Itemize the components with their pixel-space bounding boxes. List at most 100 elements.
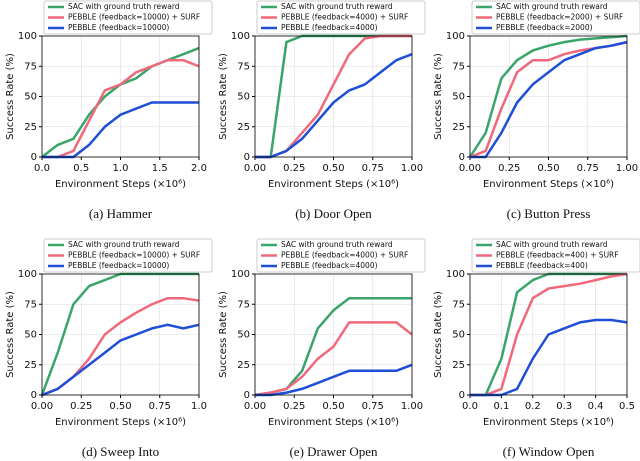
legend-label: PEBBLE (feedback=4000) + SURF — [281, 13, 408, 22]
y-tick-label: 50 — [452, 330, 465, 341]
x-axis-label: Environment Steps (×10⁶) — [268, 179, 399, 190]
x-tick-label: 2.0 — [191, 163, 207, 174]
series-line — [255, 53, 413, 159]
y-tick-label: 50 — [237, 330, 250, 341]
x-tick-label: 1.5 — [152, 163, 168, 174]
x-tick-label: 0.50 — [322, 401, 344, 412]
series-line — [470, 272, 628, 397]
y-tick-label: 100 — [231, 31, 250, 42]
axes-frame — [254, 273, 413, 396]
y-tick-label: 100 — [18, 269, 37, 280]
y-tick-label: 50 — [452, 92, 465, 103]
y-tick-label: 100 — [446, 269, 465, 280]
x-tick-label: 0.50 — [322, 163, 344, 174]
legend-label: PEBBLE (feedback=10000) — [68, 261, 169, 270]
x-tick-label: 0.75 — [577, 163, 599, 174]
x-tick-label: 0.75 — [149, 401, 171, 412]
y-tick-label: 75 — [452, 61, 465, 72]
x-tick-label: 0.5 — [73, 163, 89, 174]
caption: (a) Hammer — [89, 206, 153, 221]
y-tick-label: 25 — [237, 360, 250, 371]
y-tick-label: 25 — [24, 122, 37, 133]
panel: 0 25 50 75 100 0.00 0.25 0.50 0.75 1.00Environmen… — [433, 0, 640, 221]
x-axis-label: Environment Steps (×10⁶) — [55, 417, 186, 428]
x-axis-label: Environment Steps (×10⁶) — [483, 179, 614, 190]
x-tick-label: 0.25 — [283, 163, 305, 174]
x-tick-label: 0.00 — [244, 163, 266, 174]
y-axis-label: Success Rate (%) — [5, 53, 16, 140]
legend-label: SAC with ground truth reward — [68, 240, 180, 249]
legend-box — [471, 0, 640, 35]
y-tick-label: 100 — [446, 31, 465, 42]
y-tick-label: 100 — [18, 31, 37, 42]
x-tick-label: 1.00 — [401, 401, 423, 412]
legend-label: PEBBLE (feedback=2000) — [496, 23, 593, 32]
series-line — [41, 323, 200, 397]
y-tick-label: 75 — [452, 299, 465, 310]
caption: (c) Button Press — [507, 206, 591, 221]
x-tick-label: 0.1 — [493, 401, 509, 412]
legend-box — [256, 0, 426, 35]
series-line — [254, 321, 413, 397]
panel: 0 25 50 75 100 0.0 0.5 1.0 1.5 2.0 Environment Ste… — [5, 0, 213, 221]
axes-frame — [41, 35, 200, 158]
x-axis-label: Environment Steps (×10⁶) — [483, 417, 614, 428]
x-tick-label: 0.75 — [362, 401, 384, 412]
axes-frame — [469, 273, 628, 396]
y-tick-label: 25 — [237, 122, 250, 133]
y-tick-label: 75 — [237, 61, 250, 72]
y-tick-label: 50 — [24, 92, 37, 103]
legend-box — [471, 238, 640, 273]
legend-box — [43, 0, 213, 35]
x-tick-label: 0.50 — [109, 401, 131, 412]
legend-label: PEBBLE (feedback=4000) — [281, 23, 378, 32]
caption: (e) Drawer Open — [289, 444, 378, 459]
x-tick-label: 0.25 — [70, 401, 92, 412]
x-tick-label: 0.4 — [588, 401, 604, 412]
y-axis-label: Success Rate (%) — [218, 53, 229, 140]
x-tick-label: 0.75 — [362, 163, 384, 174]
x-axis-label: Environment Steps (×10⁶) — [55, 179, 186, 190]
x-tick-label: 1.0 — [191, 401, 207, 412]
y-axis-label: Success Rate (%) — [433, 53, 444, 140]
y-tick-label: 0 — [244, 152, 250, 163]
x-tick-label: 0.5 — [619, 401, 635, 412]
panel: 0 25 50 75 100 0.0 0.1 0.2 0.3 0.4 0.5 Environment … — [433, 238, 640, 459]
axes-frame — [469, 35, 628, 158]
legend-box — [43, 238, 213, 273]
legend-label: PEBBLE (feedback=2000) + SURF — [496, 13, 623, 22]
axes-frame — [254, 35, 413, 158]
y-tick-label: 0 — [459, 152, 465, 163]
legend-label: PEBBLE (feedback=400) + SURF — [496, 251, 619, 260]
series-line — [42, 58, 200, 159]
legend-box — [256, 238, 426, 273]
x-tick-label: 0.25 — [498, 163, 520, 174]
caption: (f) Window Open — [503, 444, 595, 459]
y-tick-label: 50 — [237, 92, 250, 103]
y-tick-label: 25 — [452, 360, 465, 371]
legend-label: PEBBLE (feedback=4000) — [281, 261, 378, 270]
y-tick-label: 0 — [31, 390, 37, 401]
y-tick-label: 25 — [24, 360, 37, 371]
caption: (b) Door Open — [295, 206, 372, 221]
x-tick-label: 0.00 — [31, 401, 53, 412]
y-tick-label: 75 — [237, 299, 250, 310]
y-axis-label: Success Rate (%) — [5, 291, 16, 378]
x-tick-label: 0.00 — [459, 163, 481, 174]
series-line — [470, 40, 628, 159]
y-axis-label: Success Rate (%) — [218, 291, 229, 378]
x-tick-label: 1.00 — [616, 163, 638, 174]
x-tick-label: 0.00 — [244, 401, 266, 412]
y-tick-label: 0 — [244, 390, 250, 401]
legend-label: SAC with ground truth reward — [496, 2, 608, 11]
y-tick-label: 75 — [24, 299, 37, 310]
x-tick-label: 0.50 — [537, 163, 559, 174]
series-line — [468, 34, 628, 158]
y-tick-label: 25 — [452, 122, 465, 133]
series-line — [255, 363, 413, 397]
panel: 0 25 50 75 100 0.00 0.25 0.50 0.75 1.00Environmen… — [218, 0, 426, 221]
legend-label: SAC with ground truth reward — [496, 240, 608, 249]
x-tick-label: 1.00 — [401, 163, 423, 174]
y-tick-label: 0 — [31, 152, 37, 163]
x-tick-label: 0.3 — [556, 401, 572, 412]
